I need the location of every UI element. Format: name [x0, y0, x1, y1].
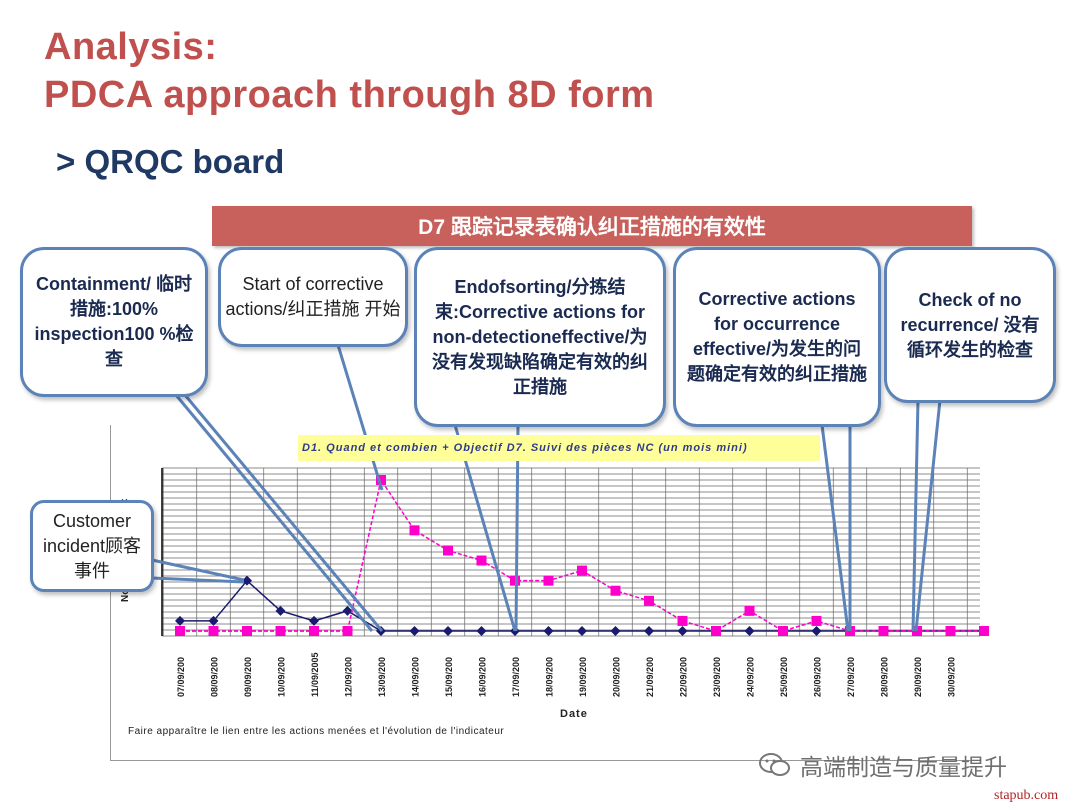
x-tick-label: 19/09/200	[578, 657, 588, 697]
x-tick-label: 13/09/200	[377, 657, 387, 697]
x-tick-label: 25/09/200	[779, 657, 789, 697]
callout-customer-incident: Customer incident顾客事件	[30, 500, 154, 592]
watermark: 高端制造与质量提升	[758, 748, 1007, 782]
x-tick-label: 10/09/200	[277, 657, 287, 697]
data-point	[242, 575, 252, 586]
data-point	[744, 626, 755, 636]
data-point	[711, 626, 721, 636]
x-tick-label: 11/09/2005	[310, 652, 320, 697]
data-point	[208, 615, 219, 626]
x-tick-label: 30/09/200	[947, 657, 957, 697]
x-tick-label: 14/09/200	[411, 657, 421, 697]
x-tick-label: 12/09/200	[344, 657, 354, 697]
data-point	[208, 626, 219, 636]
data-point	[275, 626, 286, 636]
x-tick-label: 21/09/200	[645, 657, 655, 697]
x-tick-label: 27/09/200	[846, 657, 856, 697]
data-point	[275, 605, 286, 616]
callout-pointer	[151, 576, 245, 584]
data-point	[175, 626, 185, 636]
data-point	[309, 626, 319, 636]
data-point	[577, 626, 587, 636]
data-point	[811, 626, 822, 636]
x-tick-label: 23/09/200	[712, 657, 722, 697]
data-point	[811, 615, 822, 626]
site-label: stapub.com	[994, 788, 1059, 803]
chart-frame	[110, 425, 981, 761]
callout-containment: Containment/ 临时措施:100% inspection100 %检查	[20, 247, 208, 397]
data-point	[242, 626, 252, 636]
chart-ticks: 07/09/200 08/09/200 09/09/200 10/09/200 11/0…	[176, 652, 957, 697]
data-point	[476, 626, 487, 636]
x-tick-label: 15/09/200	[444, 657, 454, 697]
d7-banner: D7 跟踪记录表确认纠正措施的有效性	[212, 206, 972, 246]
data-point	[677, 615, 688, 626]
data-point	[610, 585, 621, 596]
x-tick-label: 08/09/200	[210, 657, 220, 697]
x-tick-label: 20/09/200	[612, 657, 622, 697]
data-point	[577, 565, 587, 576]
data-point	[543, 575, 554, 586]
data-point	[309, 615, 319, 626]
data-point	[778, 626, 788, 636]
data-point	[443, 545, 453, 556]
data-point	[979, 626, 989, 636]
callout-corrective-occurrence: Corrective actions for occurrence effect…	[673, 247, 881, 427]
data-point	[744, 605, 755, 616]
watermark-text: 高端制造与质量提升	[800, 754, 1007, 780]
wechat-icon	[759, 753, 790, 776]
data-point	[945, 626, 956, 636]
chart-legend: D1. Quand et combien + Objectif D7. Suiv…	[298, 435, 820, 461]
data-point	[443, 626, 453, 636]
data-point	[175, 615, 185, 626]
data-point	[409, 626, 420, 636]
title-line2: PDCA approach through 8D form	[44, 74, 655, 116]
x-tick-label: 16/09/200	[478, 657, 488, 697]
callout-pointer	[911, 399, 920, 632]
callout-pointer	[914, 399, 942, 632]
callout-pointer	[336, 344, 384, 491]
data-point	[543, 626, 554, 636]
callout-endofsorting: Endofsorting/分拣结束:Corrective actions for…	[414, 247, 666, 427]
x-tick-label: 07/09/200	[176, 657, 186, 697]
x-axis-label: Date	[560, 708, 588, 720]
data-point	[409, 525, 420, 536]
subtitle: > QRQC board	[56, 143, 285, 180]
data-point	[677, 626, 688, 636]
x-tick-label: 29/09/200	[913, 657, 923, 697]
x-tick-label: 17/09/200	[511, 657, 521, 697]
data-point	[610, 626, 621, 636]
callout-pointer	[183, 394, 384, 632]
x-tick-label: 26/09/200	[813, 657, 823, 697]
data-point	[376, 475, 386, 485]
x-tick-label: 22/09/200	[679, 657, 689, 697]
callout-start-corrective: Start of corrective actions/纠正措施 开始	[218, 247, 408, 347]
x-tick-label: 28/09/200	[880, 657, 890, 697]
callout-pointer	[151, 558, 245, 582]
chart-grid	[161, 467, 980, 637]
data-point	[342, 605, 353, 616]
title-line1: Analysis:	[44, 26, 218, 68]
x-tick-label: 24/09/200	[746, 657, 756, 697]
data-point	[644, 626, 654, 636]
x-tick-label: 09/09/200	[243, 657, 253, 697]
data-point	[644, 595, 654, 606]
data-point	[878, 626, 889, 636]
data-point	[342, 626, 353, 636]
x-tick-label: 18/09/200	[545, 657, 555, 697]
callout-check-recurrence: Check of no recurrence/ 没有循环发生的检查	[884, 247, 1056, 403]
callout-pointer	[820, 424, 850, 632]
chart-footnote: Faire apparaître le lien entre les actio…	[128, 726, 505, 737]
data-point	[476, 555, 487, 566]
series-line-1	[180, 478, 984, 632]
callout-pointer	[174, 394, 374, 632]
